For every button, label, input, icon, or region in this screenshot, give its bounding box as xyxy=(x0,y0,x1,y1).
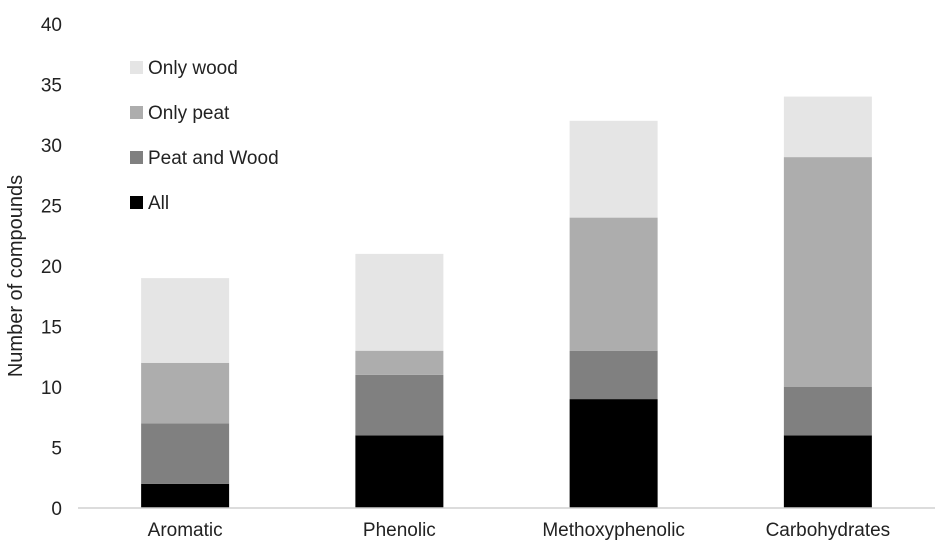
bar-segment-only-wood xyxy=(569,120,658,218)
x-tick-label: Carbohydrates xyxy=(766,520,891,541)
bar-segment-peat-and-wood xyxy=(141,423,230,484)
x-tick-label: Phenolic xyxy=(363,520,436,541)
legend-swatch xyxy=(130,61,143,74)
bar-segment-all xyxy=(141,483,230,508)
bars xyxy=(141,96,872,508)
legend-swatch xyxy=(130,151,143,164)
bar-segment-all xyxy=(783,435,872,508)
y-tick-label: 40 xyxy=(41,15,62,36)
y-tick-label: 10 xyxy=(41,378,62,399)
legend-item: All xyxy=(130,193,169,214)
bar-segment-only-wood xyxy=(355,253,444,351)
y-tick-label: 20 xyxy=(41,257,62,278)
y-tick-label: 35 xyxy=(41,76,62,97)
legend-swatch xyxy=(130,106,143,119)
bar-segment-only-peat xyxy=(141,362,230,424)
y-tick-label: 0 xyxy=(51,499,62,520)
y-tick-label: 5 xyxy=(51,439,62,460)
bar-segment-only-peat xyxy=(355,350,444,375)
bar-segment-all xyxy=(569,399,658,508)
bar-segment-only-wood xyxy=(783,96,872,158)
y-axis-label: Number of compounds xyxy=(5,175,27,377)
legend-label: Peat and Wood xyxy=(148,148,279,169)
bar-segment-peat-and-wood xyxy=(569,350,658,400)
bar-segment-peat-and-wood xyxy=(355,374,444,436)
bar-segment-only-wood xyxy=(141,278,230,363)
x-tick-label: Methoxyphenolic xyxy=(542,520,685,541)
legend-label: Only peat xyxy=(148,103,230,124)
y-axis: 0 5 10 15 20 25 30 35 40 xyxy=(41,15,62,520)
legend-swatch xyxy=(130,196,143,209)
x-tick-label: Aromatic xyxy=(148,520,223,541)
bar-segment-only-peat xyxy=(569,217,658,351)
legend-item: Only peat xyxy=(130,103,230,124)
legend: Only wood Only peat Peat and Wood All xyxy=(130,58,279,214)
x-axis: Aromatic Phenolic Methoxyphenolic Carbohydr… xyxy=(148,520,891,541)
y-tick-label: 25 xyxy=(41,197,62,218)
bar-segment-peat-and-wood xyxy=(783,387,872,436)
bar-segment-all xyxy=(355,435,444,508)
legend-label: Only wood xyxy=(148,58,238,79)
y-tick-label: 30 xyxy=(41,136,62,157)
y-tick-label: 15 xyxy=(41,318,62,339)
legend-item: Peat and Wood xyxy=(130,148,279,169)
legend-label: All xyxy=(148,193,169,214)
bar-segment-only-peat xyxy=(783,157,872,387)
legend-item: Only wood xyxy=(130,58,238,79)
